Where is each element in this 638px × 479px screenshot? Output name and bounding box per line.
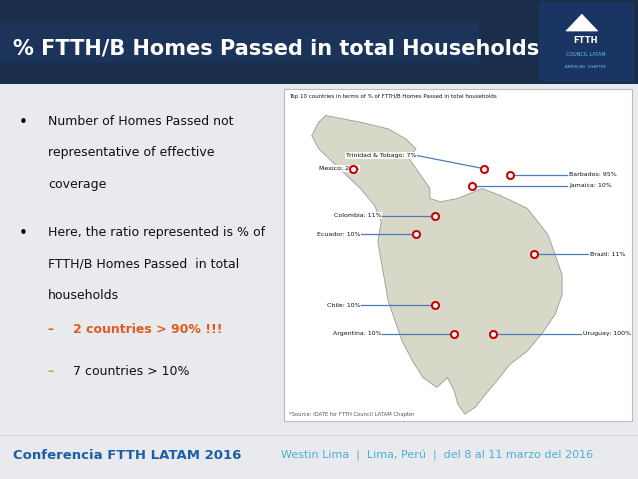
Text: FTTH: FTTH (574, 36, 598, 45)
Text: Uruguay: 100%: Uruguay: 100% (583, 331, 631, 336)
Text: FTTH/B Homes Passed  in total: FTTH/B Homes Passed in total (48, 258, 239, 271)
Text: Ecuador: 10%: Ecuador: 10% (317, 232, 360, 237)
Bar (0, 21, 478, 63)
Text: Westin Lima  |  Lima, Perú  |  del 8 al 11 marzo del 2016: Westin Lima | Lima, Perú | del 8 al 11 m… (281, 450, 593, 460)
Text: representative of effective: representative of effective (48, 147, 214, 160)
Text: –: – (48, 323, 54, 336)
Text: Jamaica: 10%: Jamaica: 10% (569, 183, 612, 188)
Text: 2 countries > 90% !!!: 2 countries > 90% !!! (73, 323, 223, 336)
Text: Trinidad & Tobago: 7%: Trinidad & Tobago: 7% (346, 153, 416, 158)
Text: •: • (19, 115, 28, 130)
Text: households: households (48, 289, 119, 302)
Text: Chile: 10%: Chile: 10% (327, 303, 360, 308)
Text: coverage: coverage (48, 178, 106, 191)
FancyBboxPatch shape (284, 89, 632, 421)
Text: –: – (48, 365, 54, 378)
Text: 7 countries > 10%: 7 countries > 10% (73, 365, 190, 378)
Text: Colombia: 11%: Colombia: 11% (334, 213, 382, 218)
Text: Barbados: 95%: Barbados: 95% (569, 172, 617, 177)
Text: COUNCIL LATAM: COUNCIL LATAM (566, 52, 605, 57)
Polygon shape (566, 14, 598, 31)
Text: % FTTH/B Homes Passed in total Households: % FTTH/B Homes Passed in total Household… (13, 39, 539, 58)
Bar (539, 2, 634, 82)
Text: Mexico: 27%: Mexico: 27% (318, 166, 359, 171)
Text: AMÉRICAS  CHAPTER: AMÉRICAS CHAPTER (565, 65, 606, 69)
Text: Conferencia FTTH LATAM 2016: Conferencia FTTH LATAM 2016 (13, 448, 241, 462)
Text: •: • (19, 226, 28, 241)
Text: Here, the ratio represented is % of: Here, the ratio represented is % of (48, 226, 265, 239)
Text: Argentina: 10%: Argentina: 10% (332, 331, 382, 336)
Polygon shape (312, 115, 562, 414)
Text: Top 10 countries in terms of % of FTTH/B Homes Passed in total households: Top 10 countries in terms of % of FTTH/B… (289, 94, 497, 99)
Text: Brazil: 11%: Brazil: 11% (590, 251, 625, 257)
Text: Number of Homes Passed not: Number of Homes Passed not (48, 115, 234, 128)
Text: *Source: IDATE for FTTH Council LATAM Chapter: *Source: IDATE for FTTH Council LATAM Ch… (289, 411, 415, 417)
